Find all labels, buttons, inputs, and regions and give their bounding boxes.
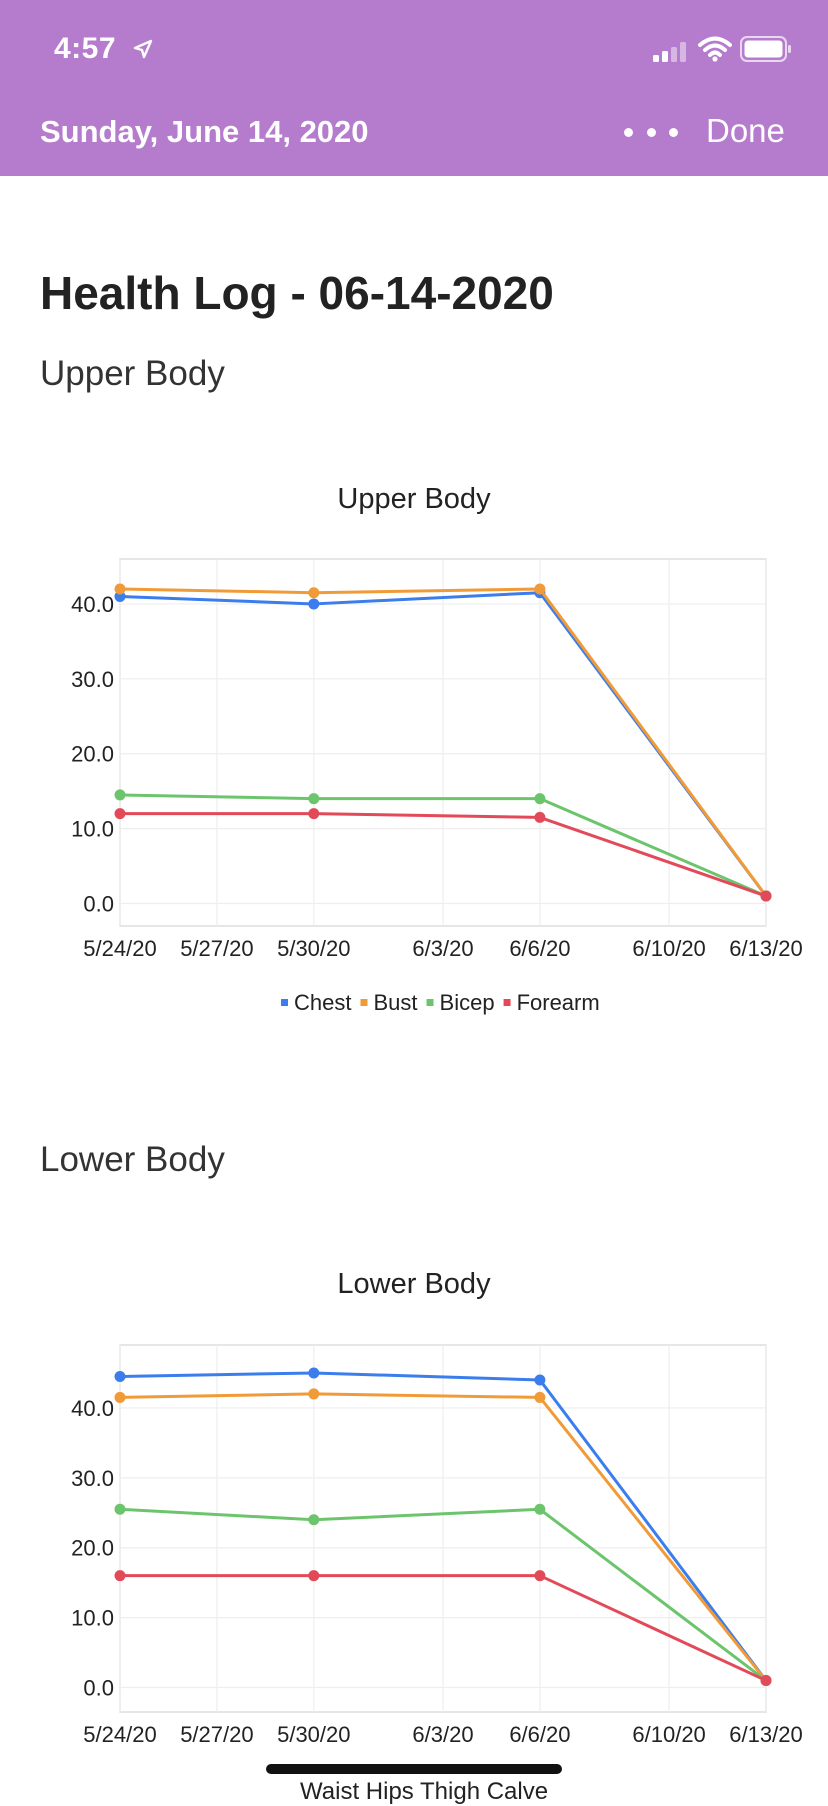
series-line	[119, 587, 768, 897]
x-tick-label: 5/27/20	[180, 1722, 253, 1747]
legend-swatch	[503, 999, 511, 1006]
data-point	[114, 1370, 126, 1382]
battery-icon	[740, 36, 791, 62]
upper-body-chart: Upper Body 5/24/20 5/27/20 5/30/20 6/3/20 6/6…	[71, 483, 803, 1015]
x-tick-label: 6/13/20	[729, 936, 802, 961]
y-tick-label: 40.0	[71, 1396, 114, 1421]
y-tick-label: 40.0	[71, 592, 114, 617]
y-tick-label: 30.0	[71, 1466, 114, 1491]
x-tick-label: 6/6/20	[509, 1722, 570, 1747]
data-point	[114, 808, 126, 820]
lower-body-chart: Lower Body 5/24/20 5/27/20 5/30/20 6/3/20 6/6…	[71, 1268, 803, 1747]
y-tick-label: 10.0	[71, 1606, 114, 1631]
series-line	[119, 1371, 768, 1682]
x-tick-label: 5/27/20	[180, 936, 253, 961]
x-tick-label: 6/10/20	[632, 936, 705, 961]
wifi-icon	[698, 36, 732, 62]
data-point	[308, 598, 320, 610]
y-tick-label: 0.0	[83, 892, 114, 917]
legend-label: Chest	[294, 990, 351, 1015]
x-tick-label: 6/3/20	[412, 936, 473, 961]
status-time: 4:57	[54, 32, 117, 65]
series-line	[120, 812, 767, 898]
y-tick-label: 20.0	[71, 1536, 114, 1561]
home-indicator[interactable]	[266, 1764, 562, 1774]
data-point	[114, 1391, 126, 1403]
x-tick-label: 6/3/20	[412, 1722, 473, 1747]
series-line	[119, 1507, 767, 1682]
entry-date: Sunday, June 14, 2020	[40, 114, 369, 149]
legend-label: Bust	[373, 990, 417, 1015]
data-point	[534, 1391, 546, 1403]
legend-swatch	[281, 999, 288, 1006]
legend-swatch	[360, 999, 368, 1006]
y-tick-label: 10.0	[71, 817, 114, 842]
data-point	[534, 1374, 546, 1386]
data-point	[760, 1675, 772, 1687]
more-dot-icon	[624, 127, 633, 137]
top-bar: 4:57 Sunday, June 14, 2020 Done	[0, 0, 828, 176]
lower-body-chart-legend: Waist Hips Thigh Calve	[300, 1778, 549, 1805]
y-tick-label: 20.0	[71, 742, 114, 767]
data-point	[114, 1503, 126, 1515]
data-point	[308, 808, 320, 820]
data-point	[308, 1388, 320, 1400]
data-point	[534, 1503, 546, 1515]
more-dot-icon	[646, 127, 656, 137]
more-dot-icon	[669, 127, 678, 137]
data-point	[308, 587, 320, 599]
section-title-upper-body: Upper Body	[40, 354, 225, 393]
x-tick-label: 5/30/20	[277, 1722, 350, 1747]
chart-title: Upper Body	[337, 483, 491, 515]
location-arrow-icon	[133, 39, 153, 59]
data-point	[534, 811, 546, 823]
legend-label: Bicep	[440, 990, 495, 1015]
y-tick-label: 30.0	[71, 667, 114, 692]
chart-title: Lower Body	[337, 1268, 491, 1300]
x-tick-label: 5/24/20	[83, 1722, 156, 1747]
section-title-lower-body: Lower Body	[40, 1140, 225, 1179]
data-point	[308, 1367, 320, 1379]
series-line	[119, 1392, 768, 1682]
legend-swatch	[426, 999, 434, 1006]
more-options-button[interactable]	[624, 112, 678, 152]
data-point	[114, 583, 126, 595]
x-tick-label: 6/13/20	[729, 1722, 802, 1747]
page-title: Health Log - 06-14-2020	[40, 267, 554, 319]
data-point	[114, 1570, 126, 1582]
x-tick-label: 6/10/20	[632, 1722, 705, 1747]
data-point	[534, 1570, 546, 1582]
x-tick-label: 5/30/20	[277, 936, 350, 961]
x-tick-label: 5/24/20	[83, 936, 156, 961]
data-point	[308, 1570, 320, 1582]
data-point	[308, 793, 320, 805]
series-line	[120, 1574, 767, 1682]
data-point	[114, 789, 126, 801]
data-point	[534, 793, 546, 805]
done-button[interactable]: Done	[706, 112, 785, 149]
data-point	[760, 890, 772, 902]
data-point	[308, 1514, 320, 1526]
series-line	[119, 793, 767, 898]
y-tick-label: 0.0	[83, 1676, 114, 1701]
x-tick-label: 6/6/20	[509, 936, 570, 961]
cellular-signal-icon	[653, 42, 686, 62]
data-point	[534, 583, 546, 595]
legend-label: Forearm	[517, 990, 600, 1015]
